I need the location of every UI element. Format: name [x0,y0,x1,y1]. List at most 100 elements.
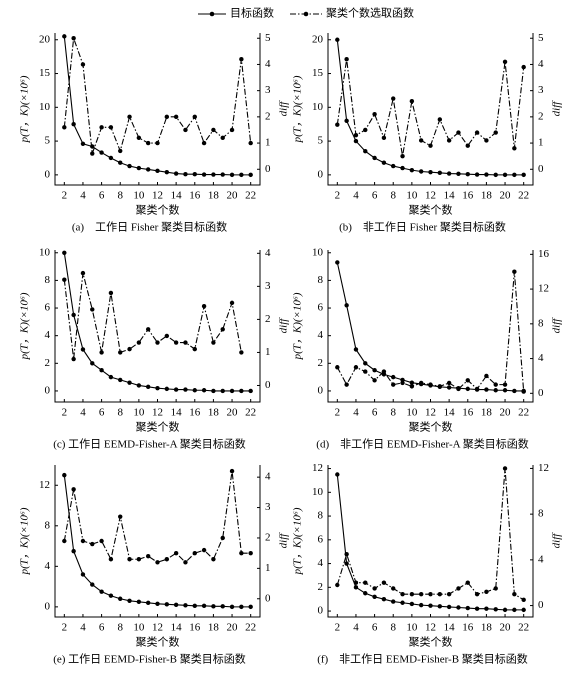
axes-frame [327,33,534,186]
point [62,125,67,130]
point [381,580,387,585]
x-tick-label: 4 [353,622,359,634]
caption: (e) 工作日 EEMD-Fisher-B 聚类目标函数 [53,652,246,666]
point [173,171,179,176]
legend-label: 聚类个数选取函数 [326,6,414,20]
point [173,602,179,608]
x-tick-label: 16 [189,622,201,634]
y-tick-label: 12 [39,479,50,491]
y2-tick-label: 12 [538,462,549,474]
x-tick-label: 22 [245,190,256,202]
legend-marker [209,11,215,17]
x-tick-label: 6 [372,407,378,419]
y2-tick-label: 0 [265,163,271,175]
y2-axis-label: diff [551,532,563,549]
point [335,365,340,370]
y-tick-label: 8 [45,274,51,286]
point [80,141,86,146]
point [372,368,377,373]
y2-tick-label: 2 [265,313,271,325]
point [108,125,114,130]
point [229,388,235,394]
point [456,586,461,591]
y-tick-label: 4 [318,329,324,341]
y-tick-label: 15 [39,67,51,79]
y-tick-label: 12 [312,462,323,474]
y2-axis-label: diff [278,317,290,334]
point [465,386,470,392]
point [201,547,207,553]
point [173,387,179,392]
y-axis-label: p(T，K)(×10⁶) [19,507,31,575]
point [183,171,188,177]
y-tick-label: 10 [312,246,324,258]
point [353,580,359,585]
point [363,149,368,154]
point [99,368,104,373]
x-tick-label: 12 [425,622,436,634]
point [248,604,253,610]
y2-tick-label: 8 [538,317,544,329]
x-tick-label: 20 [227,407,239,419]
x-tick-label: 16 [462,407,474,419]
point [391,374,396,380]
y-tick-label: 5 [318,135,324,147]
point [220,135,225,141]
point [127,557,132,562]
point [465,143,470,148]
x-tick-label: 6 [99,190,105,202]
point [335,122,340,127]
x-tick-label: 2 [62,407,68,419]
x-tick-label: 4 [80,407,86,419]
point [90,582,95,587]
point [248,140,253,146]
point [71,36,76,41]
y2-tick-label: 12 [538,283,549,295]
axes-frame [54,250,261,403]
point [437,117,443,122]
point [173,550,179,556]
y2-axis-label: diff [278,532,290,549]
x-tick-label: 2 [62,622,68,634]
y-tick-label: 8 [45,519,51,531]
point [363,369,368,374]
x-tick-label: 22 [245,407,256,419]
x-tick-label: 4 [80,190,86,202]
point [239,388,244,394]
point [493,586,498,591]
point [335,37,340,42]
point [80,347,86,352]
y-tick-label: 10 [39,246,51,258]
point [437,604,443,609]
x-tick-label: 18 [208,190,220,202]
point [62,472,67,478]
axes-frame [54,33,261,186]
x-tick-label: 16 [462,622,474,634]
point [127,114,132,120]
point [155,385,160,391]
point [136,383,142,388]
series-line [63,475,251,608]
point [344,382,349,387]
y2-axis-label: diff [278,100,290,117]
point [164,114,170,120]
point [108,374,114,380]
point [446,380,452,386]
x-tick-label: 22 [518,622,529,634]
point [155,340,160,345]
point [353,585,359,590]
point [493,172,498,178]
point [344,561,349,566]
x-tick-label: 20 [227,622,239,634]
point [108,155,114,161]
point [155,601,160,607]
point [229,127,235,133]
point [437,591,443,597]
point [164,557,170,562]
x-tick-label: 14 [444,190,456,202]
x-tick-label: 12 [152,407,163,419]
point [446,385,452,390]
caption: (c) 工作日 EEMD-Fisher-A 聚类目标函数 [53,437,246,451]
point [201,388,207,393]
point [512,269,517,274]
